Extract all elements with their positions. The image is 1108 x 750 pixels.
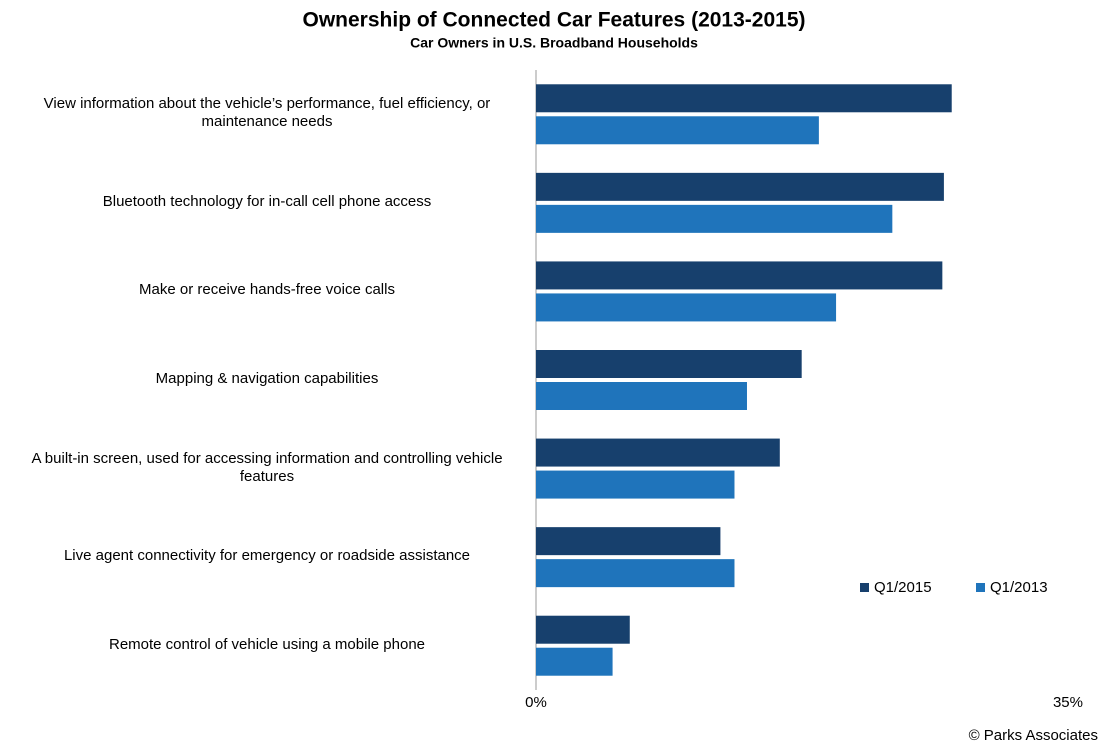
bar [536,204,893,233]
category-label: Make or receive hands-free voice calls [139,281,395,299]
bar [536,382,747,410]
legend-label: Q1/2013 [990,579,1048,596]
bar [536,438,780,467]
bar [536,293,837,322]
category-label: A built-in screen, used for accessing in… [31,449,503,485]
x-tick-label: 35% [1053,694,1083,711]
x-tick-label: 0% [525,694,547,711]
legend-swatch [976,583,985,592]
bar [536,261,943,290]
bar [536,116,819,145]
source: © Parks Associates [969,727,1098,744]
bar [536,527,721,556]
bar [536,172,944,201]
bar [536,350,802,378]
bar [536,615,630,644]
category-label: Bluetooth technology for in-call cell ph… [102,192,432,210]
category-label: Live agent connectivity for emergency or… [63,547,471,565]
category-label: Mapping & navigation capabilities [155,370,379,387]
chart-title: Ownership of Connected Car Features (201… [303,9,806,32]
legend-swatch [860,583,869,592]
bar [536,559,735,588]
bar [536,647,613,676]
bar [536,470,735,499]
chart-subtitle: Car Owners in U.S. Broadband Households [410,35,698,51]
category-label: View information about the vehicle’s per… [43,95,491,131]
legend-label: Q1/2015 [874,579,932,596]
category-label: Remote control of vehicle using a mobile… [108,635,426,653]
bar [536,84,952,113]
